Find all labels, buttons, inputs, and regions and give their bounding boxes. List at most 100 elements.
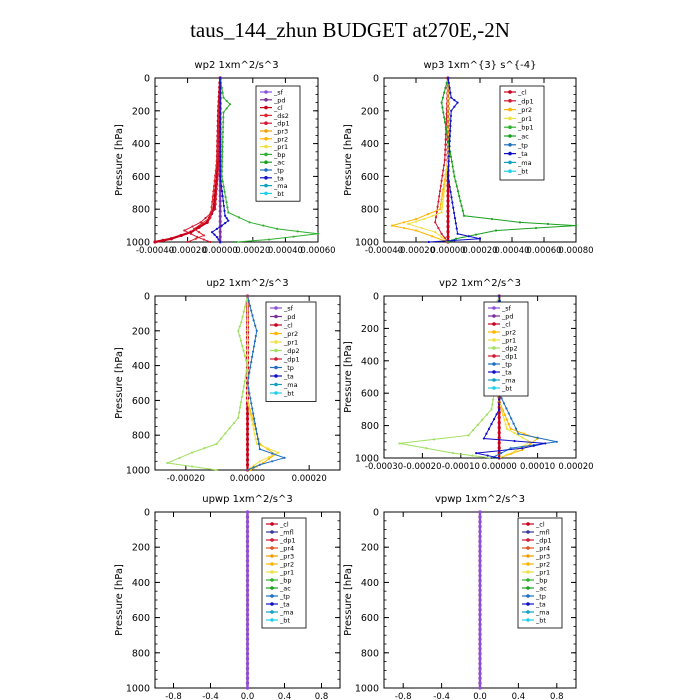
series-point-mfl [245, 588, 250, 592]
series-point-ac [461, 209, 464, 212]
series-point-tp [252, 319, 255, 322]
series-point-pr2 [430, 235, 434, 238]
legend-label: _bp [535, 577, 548, 585]
series-point-mfl [478, 608, 482, 612]
series-point-ta [454, 222, 457, 225]
series-point-pr1 [499, 404, 502, 407]
series-point-mfl [245, 559, 250, 563]
legend-label: _pr1 [283, 339, 298, 347]
series-point-ac [446, 240, 450, 244]
series-point-ta [213, 233, 216, 236]
series-point-mfl [245, 657, 250, 661]
series-point-mfl [478, 554, 482, 558]
legend-marker [508, 107, 512, 112]
legend-marker [526, 602, 530, 606]
series-point-mfl [245, 573, 250, 578]
series-point-pd [219, 205, 222, 208]
series-point-dp1 [196, 235, 199, 239]
series-point-ta [450, 196, 453, 199]
series-point-ta [219, 145, 222, 148]
series-point-dp1 [217, 157, 221, 160]
series-point-pr1 [431, 214, 434, 217]
series-point-ds2 [216, 133, 220, 136]
legend-marker [526, 538, 530, 542]
legend-label: _bt [283, 390, 294, 398]
series-point-bp [220, 170, 224, 173]
series-point-tp [253, 422, 257, 425]
series-point-pr1 [513, 450, 516, 453]
legend-label: _ac [279, 585, 291, 593]
series-point-sf [497, 436, 501, 440]
series-point-dp2 [241, 344, 244, 347]
series-point-mfl [245, 525, 250, 529]
series-point-bp [221, 131, 225, 134]
series-point-pr1 [442, 195, 445, 198]
series-point-tp [257, 442, 260, 446]
series-point-ta [219, 96, 222, 99]
series-point-ta [219, 86, 222, 89]
series-point-pr1 [246, 389, 249, 392]
legend-label: _pr1 [501, 337, 516, 345]
plot-panel-5: upwp 1xm^2/s^3 Pressure [hPa] 0 200 400 600 80… [114, 494, 341, 700]
series-point-ds2 [217, 128, 220, 131]
series-point-bp [227, 211, 230, 214]
series-point-sf [497, 420, 501, 425]
legend-label: _pd [501, 313, 514, 321]
series-point-dp2 [238, 411, 241, 414]
series-point-ac [458, 194, 461, 198]
series-point-tp [250, 402, 253, 405]
legend-marker [492, 314, 496, 318]
series-point-ta [449, 124, 452, 128]
legend-label: _sf [283, 305, 294, 313]
legend-marker [492, 354, 496, 358]
series-point-ac [440, 101, 443, 104]
series-point-dp1 [199, 221, 202, 224]
series-point-mfl [478, 588, 482, 592]
series-point-tp [505, 407, 508, 410]
series-point-pr1 [446, 97, 450, 100]
series-point-bp [226, 206, 229, 209]
series-point-pr1 [441, 206, 444, 209]
plot-panel-4: vp2 1xm^2/s^3 Pressure [hPa] 0 200 400 600 800… [343, 278, 594, 472]
series-point-ta [219, 111, 222, 114]
series-point-tp [250, 309, 253, 312]
series-point-mfl [245, 652, 250, 656]
series-point-dp2 [242, 385, 245, 388]
series-point-dp2 [242, 310, 245, 313]
legend-label: _pr3 [273, 128, 288, 136]
series-point-ds2 [210, 205, 213, 209]
series-point-mfl [245, 676, 250, 680]
series-point-ta [223, 214, 227, 217]
series-point-pr1 [246, 334, 249, 337]
legend-label: _pr2 [273, 135, 288, 143]
legend-marker [274, 306, 278, 310]
legend-label: _bt [279, 617, 290, 625]
series-point-dp1 [444, 143, 447, 146]
legend-marker [264, 105, 268, 110]
series-point-sf [497, 426, 501, 430]
series-point-tp [512, 422, 515, 425]
legend-marker [264, 137, 268, 141]
series-point-dp1 [216, 177, 219, 181]
series-point-mfl [245, 627, 250, 631]
x-tick-label: 0.00040 [268, 246, 303, 256]
y-tick-label: 1000 [126, 238, 150, 249]
legend-marker [270, 554, 274, 558]
series-point-dp2 [485, 413, 489, 416]
y-tick-label: 200 [132, 326, 150, 337]
y-tick-label: 1000 [126, 684, 150, 695]
series-point-ta [219, 126, 222, 129]
series-point-pr2 [505, 418, 508, 421]
y-tick-label: 0 [373, 508, 379, 519]
legend-label: _cl [517, 89, 527, 97]
x-tick-label: 0.00000 [482, 462, 517, 472]
series-point-tp [510, 417, 513, 420]
series-point-mfl [245, 617, 250, 622]
series-point-ta [449, 129, 452, 133]
legend-label: _pr2 [279, 561, 294, 569]
legend-marker [526, 530, 530, 534]
legend-label: _bp [273, 151, 286, 159]
legend-label: _tp [535, 593, 546, 601]
series-point-pr1 [446, 123, 450, 126]
series-point-pr1 [441, 200, 444, 204]
